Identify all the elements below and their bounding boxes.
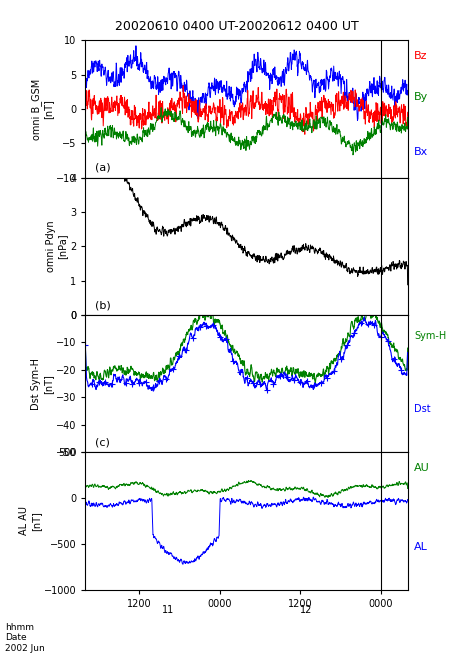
Text: Sym-H: Sym-H <box>414 332 447 342</box>
Y-axis label: AL AU
[nT]: AL AU [nT] <box>19 507 41 535</box>
Text: AU: AU <box>414 463 430 473</box>
Text: By: By <box>414 92 428 103</box>
Y-axis label: Dst Sym-H
[nT]: Dst Sym-H [nT] <box>31 358 53 409</box>
Text: 12: 12 <box>300 605 312 615</box>
Y-axis label: omni Pdyn
[nPa]: omni Pdyn [nPa] <box>46 220 67 272</box>
Text: Dst: Dst <box>414 404 431 414</box>
Text: 11: 11 <box>162 605 174 615</box>
Text: Bz: Bz <box>414 51 428 61</box>
Text: hhmm
Date
2002 Jun: hhmm Date 2002 Jun <box>5 623 45 653</box>
Text: (b): (b) <box>95 300 111 310</box>
Text: (a): (a) <box>95 163 110 173</box>
Text: Bx: Bx <box>414 147 428 157</box>
Text: (c): (c) <box>95 438 110 448</box>
Text: AL: AL <box>414 541 428 551</box>
Text: 20020610 0400 UT-20020612 0400 UT: 20020610 0400 UT-20020612 0400 UT <box>115 20 359 33</box>
Y-axis label: omni B_GSM
[nT]: omni B_GSM [nT] <box>31 78 53 139</box>
